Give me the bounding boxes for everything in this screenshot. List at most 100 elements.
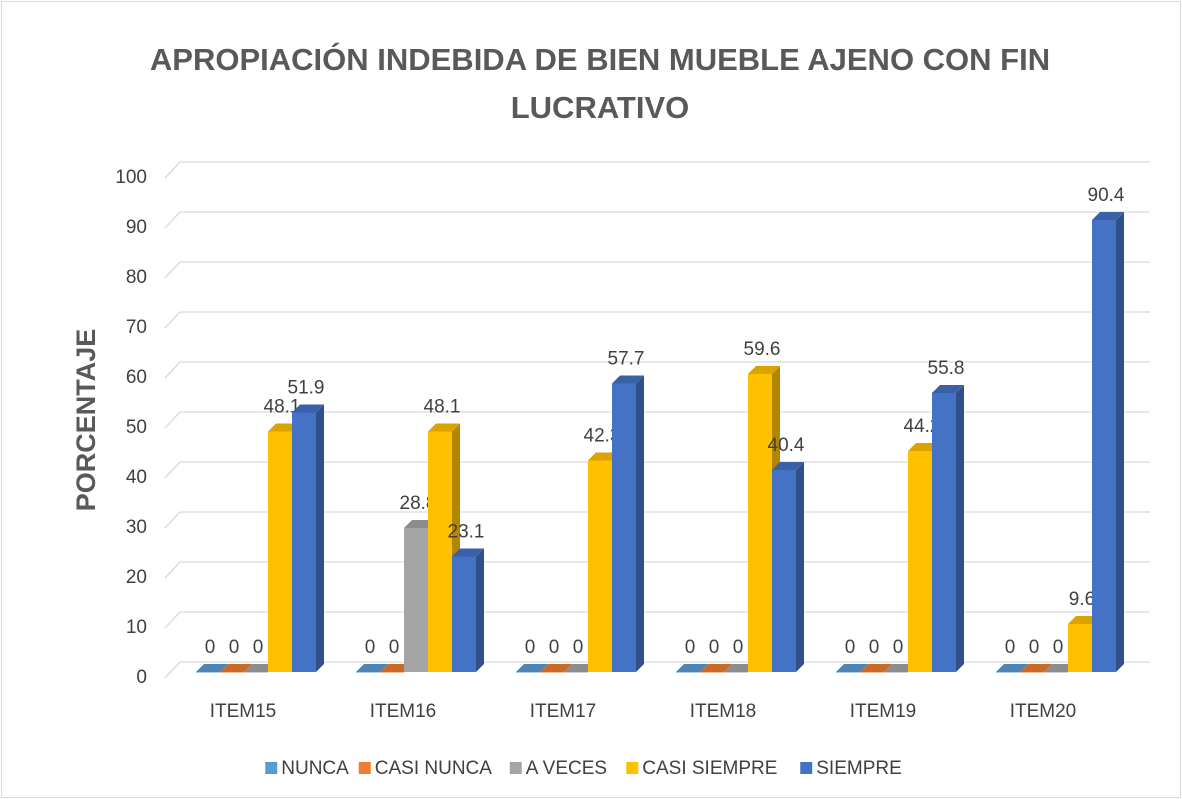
bar-top: [220, 664, 252, 672]
grid-line: [164, 461, 1150, 479]
y-tick-label: 60: [126, 367, 147, 388]
bar-side: [796, 462, 804, 672]
bar-side: [316, 404, 324, 672]
data-label: 0: [365, 637, 376, 658]
bar-front: [908, 451, 932, 672]
legend-label: SIEMPRE: [816, 758, 902, 779]
data-label: 0: [1005, 637, 1016, 658]
data-label: 0: [389, 637, 400, 658]
y-tick-label: 0: [136, 667, 147, 688]
bar-front: [564, 672, 588, 673]
bar-front: [196, 672, 220, 673]
bar-top: [1020, 664, 1052, 672]
bar-front: [700, 672, 724, 673]
bar-front: [356, 672, 380, 673]
bar-front: [836, 672, 860, 673]
chart-title: APROPIACIÓN INDEBIDA DE BIEN MUEBLE AJEN…: [149, 42, 1051, 125]
data-label: 59.6: [744, 339, 781, 360]
data-label: 0: [685, 637, 696, 658]
bar: [196, 664, 228, 673]
data-label: 28.8: [400, 493, 437, 514]
data-label: 48.1: [424, 397, 461, 418]
bar-front: [1092, 220, 1116, 672]
data-label: 0: [869, 637, 880, 658]
bar-front: [996, 672, 1020, 673]
data-label: 57.7: [608, 349, 645, 370]
bar-top: [676, 664, 708, 672]
y-tick-label: 80: [126, 267, 147, 288]
bar: [516, 664, 548, 673]
legend-swatch: [509, 762, 522, 774]
y-tick-label: 20: [126, 567, 147, 588]
bar: [836, 664, 868, 673]
grid-line: [164, 661, 1150, 679]
bar-top: [292, 404, 324, 413]
bar: [356, 664, 388, 673]
grid-line: [164, 361, 1150, 379]
y-tick-label: 100: [115, 167, 147, 188]
bar: [1020, 664, 1052, 673]
bar-side: [956, 385, 964, 672]
x-tick-label: ITEM19: [850, 701, 917, 722]
data-label: 44.2: [904, 416, 941, 437]
bar-front: [244, 672, 268, 673]
bar-front: [772, 470, 796, 672]
x-tick-label: ITEM20: [1010, 701, 1077, 722]
bar-front: [516, 672, 540, 673]
bar: [1092, 212, 1124, 672]
legend-swatch: [358, 762, 371, 774]
bar-top: [772, 462, 804, 470]
bar-front: [452, 556, 476, 672]
legend-label: CASI SIEMPRE: [642, 758, 777, 779]
data-label: 0: [573, 637, 584, 658]
data-label: 55.8: [928, 358, 965, 379]
bar-top: [428, 423, 460, 432]
data-label: 0: [893, 637, 904, 658]
x-tick-label: ITEM15: [210, 701, 277, 722]
legend-label: A VECES: [526, 758, 607, 779]
grid-line: [164, 161, 1150, 179]
x-tick-label: ITEM18: [690, 701, 757, 722]
y-axis-label: PORCENTAJE: [71, 329, 101, 512]
bar-front: [380, 672, 404, 673]
grid-line: [164, 311, 1150, 329]
grid-line: [164, 511, 1150, 529]
data-label: 51.9: [288, 378, 325, 399]
y-tick-label: 40: [126, 467, 147, 488]
data-label: 0: [709, 637, 720, 658]
bar-front: [588, 460, 612, 672]
bar: [700, 664, 732, 673]
bar-top: [996, 664, 1028, 672]
bar-front: [268, 431, 292, 672]
grid-line: [164, 611, 1150, 629]
data-label: 0: [733, 637, 744, 658]
bar-front: [540, 672, 564, 673]
data-label: 42.3: [584, 426, 621, 447]
data-label: 40.4: [768, 435, 805, 456]
bar-front: [220, 672, 244, 673]
data-label: 0: [845, 637, 856, 658]
y-tick-label: 10: [126, 617, 147, 638]
data-label: 0: [253, 637, 264, 658]
grid-line: [164, 211, 1150, 229]
data-label: 90.4: [1088, 185, 1125, 206]
bar: [676, 664, 708, 673]
bar-side: [1116, 212, 1124, 672]
legend-swatch: [265, 762, 278, 774]
bar: [612, 375, 644, 672]
bar: [772, 462, 804, 672]
grid-line: [164, 561, 1150, 579]
data-label: 0: [229, 637, 240, 658]
bar: [996, 664, 1028, 673]
y-tick-label: 50: [126, 417, 147, 438]
data-label: 0: [205, 637, 216, 658]
grid-line: [164, 261, 1150, 279]
legend-label: CASI NUNCA: [375, 758, 493, 779]
bar: [540, 664, 572, 673]
bar: [428, 423, 460, 672]
bar-top: [932, 385, 964, 393]
bar-top: [860, 664, 892, 672]
x-tick-label: ITEM16: [370, 701, 437, 722]
bar-front: [1020, 672, 1044, 673]
